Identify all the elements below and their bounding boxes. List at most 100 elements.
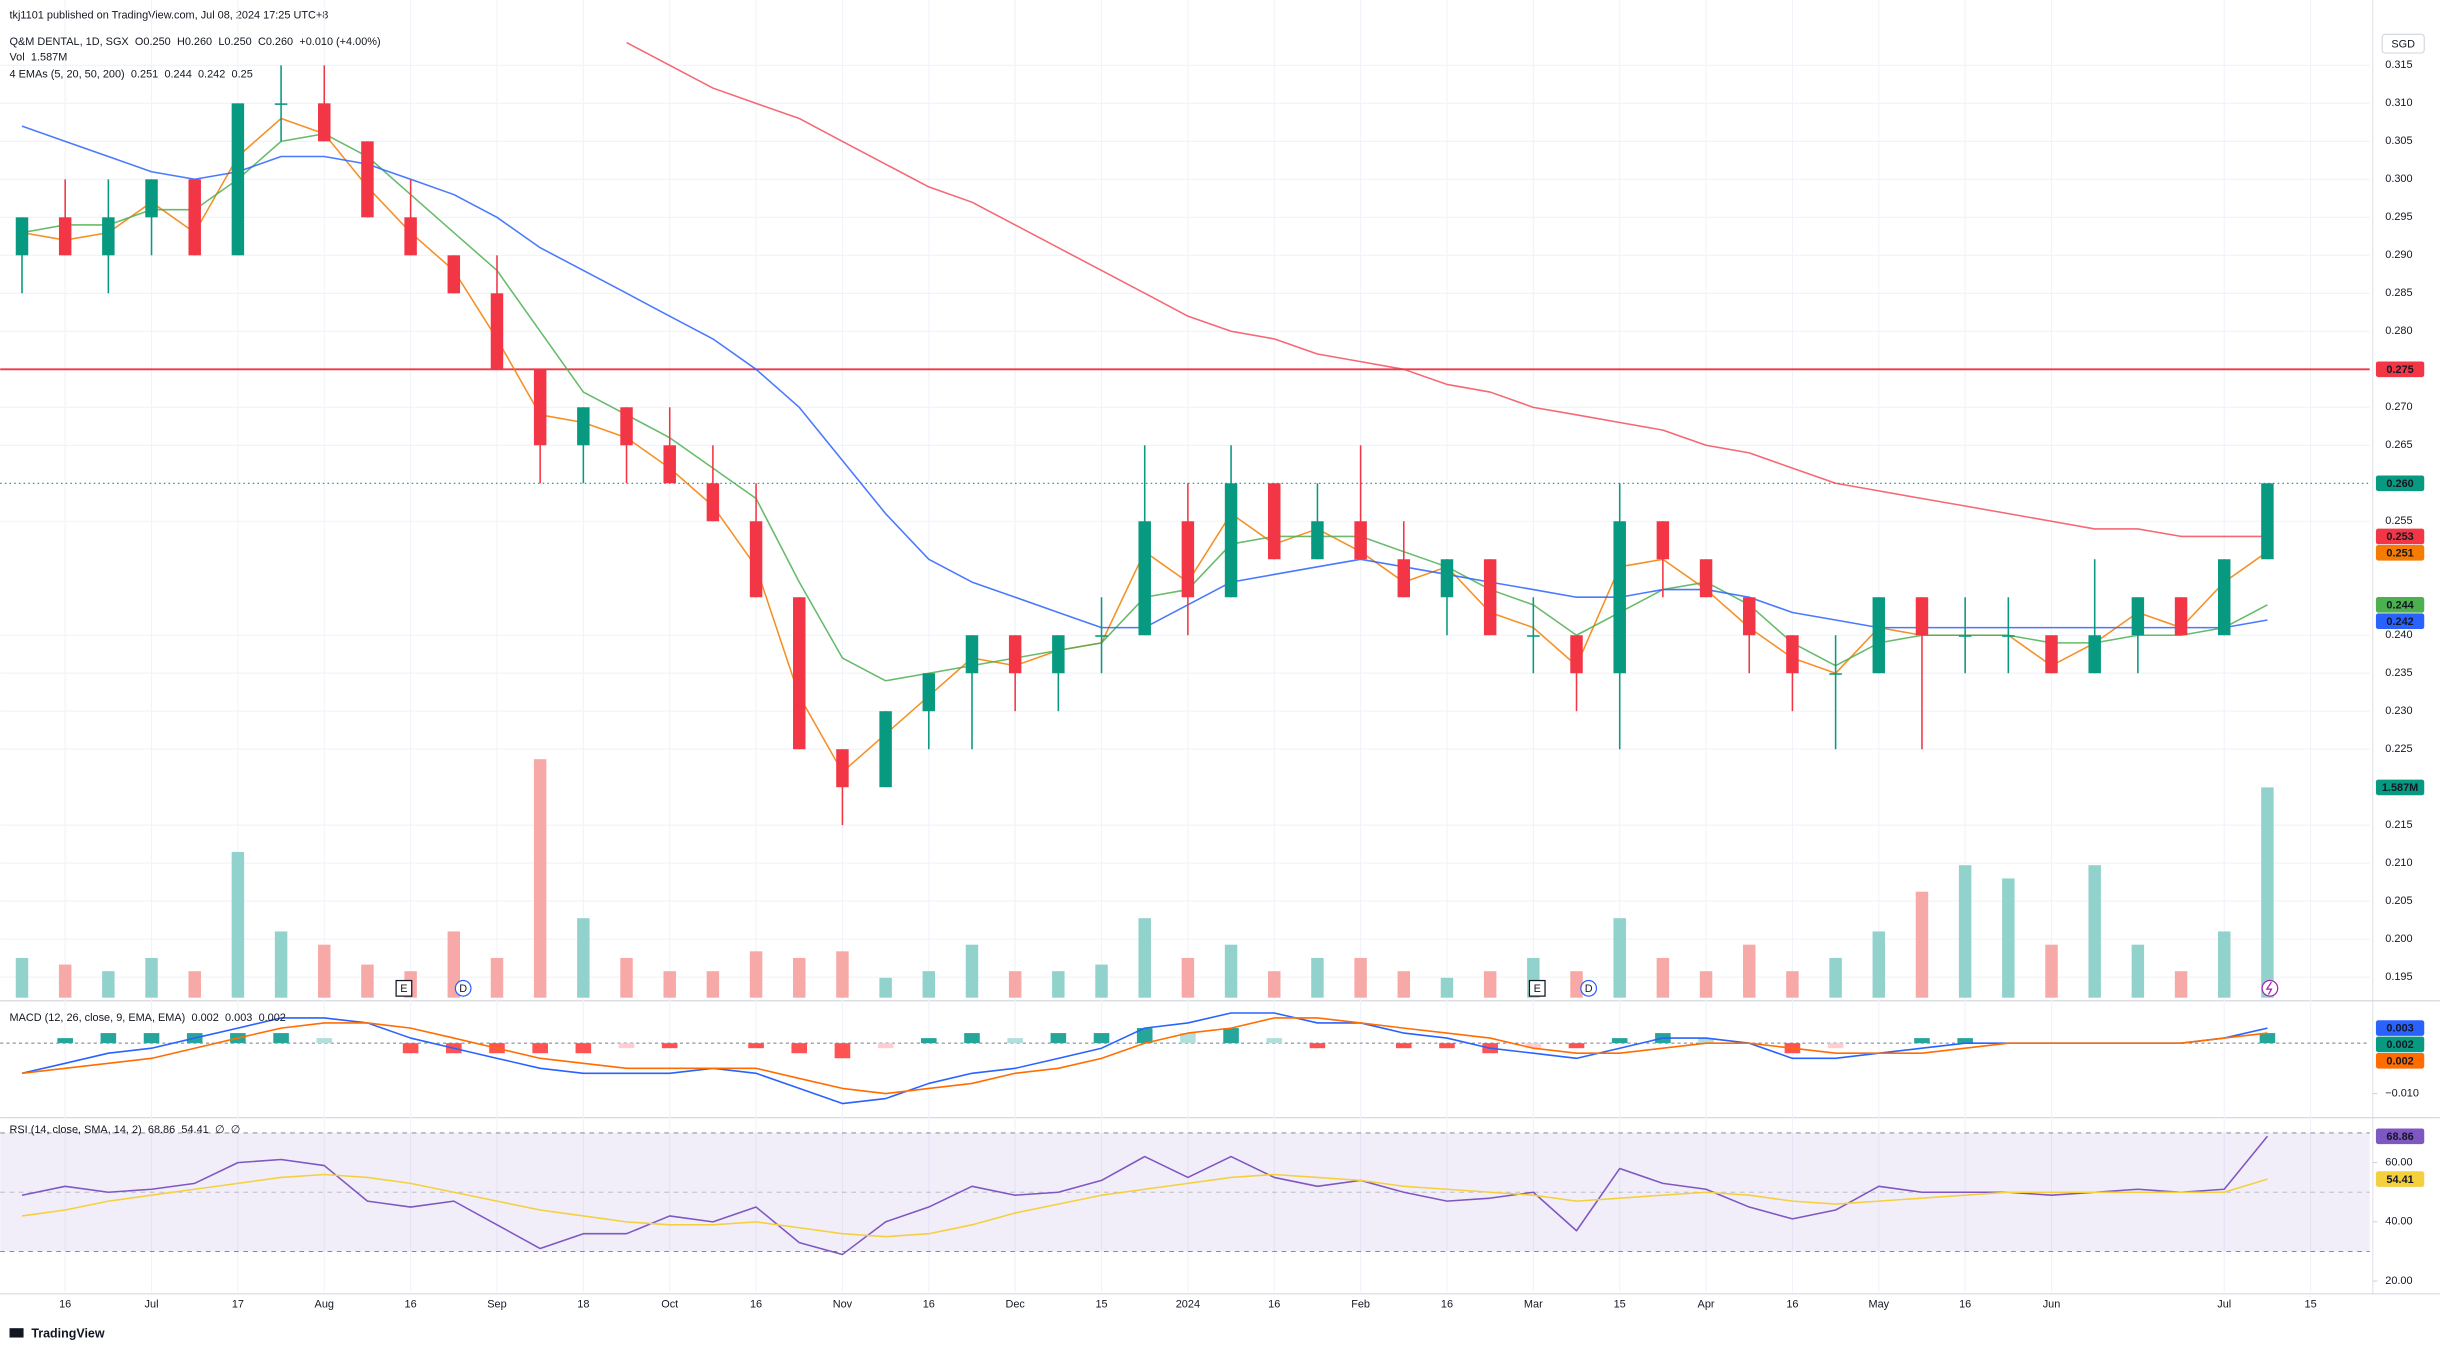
volume-bar (706, 971, 720, 998)
volume-bar (1958, 865, 1972, 998)
ema-line (626, 41, 2268, 538)
volume-bar (361, 964, 374, 998)
y-tick-label: 0.200 (2385, 933, 2412, 945)
volume-bar (577, 918, 590, 998)
histogram-bar (1007, 1038, 1023, 1044)
candle-body (577, 407, 590, 446)
legend-text: Vol (10, 52, 25, 64)
histogram-bar (1611, 1038, 1628, 1044)
rsi-line (21, 1135, 2269, 1256)
y-tick-label: 60.00 (2385, 1156, 2412, 1168)
histogram-bar (877, 1043, 894, 1049)
volume-bar (922, 971, 936, 998)
candle-body (1915, 597, 1929, 636)
value-badge (2375, 1052, 2425, 1069)
candle-body (2174, 597, 2188, 636)
y-tick-label: 0.300 (2385, 173, 2412, 185)
value-badge-label: 0.003 (2386, 1023, 2413, 1035)
candle-body (965, 635, 979, 674)
y-tick-label: 0.235 (2385, 667, 2412, 679)
candle-body (2131, 597, 2145, 636)
histogram-bar (1093, 1033, 1110, 1044)
value-badge-label: 0.002 (2386, 1055, 2413, 1067)
volume-bar (836, 951, 849, 998)
x-tick-label: Dec (1005, 1299, 1025, 1311)
histogram-bar (618, 1043, 635, 1049)
y-tick-label: 0.310 (2385, 97, 2412, 109)
event-marker (454, 979, 472, 997)
x-tick-label: Nov (833, 1299, 853, 1311)
value-badge-label: 0.251 (2386, 547, 2413, 559)
candle-body (361, 141, 374, 218)
x-tick-label: 16 (59, 1299, 71, 1311)
volume-bar (1829, 957, 1842, 998)
legend-text: L0.250 (218, 36, 251, 48)
candle-body (1958, 635, 1972, 637)
volume-bar (1181, 957, 1195, 998)
histogram-bar (661, 1043, 678, 1049)
legend-text: ∅ (215, 1124, 225, 1136)
volume-bar (1743, 944, 1756, 998)
candle-body (447, 255, 461, 294)
candle-body (274, 103, 288, 105)
volume-bar (1570, 971, 1583, 998)
histogram-bar (2259, 1033, 2276, 1044)
candle-body (318, 103, 331, 142)
histogram-bar (1439, 1043, 1455, 1049)
histogram-bar (748, 1043, 764, 1049)
candle-body (836, 749, 849, 788)
candle-body (1829, 673, 1842, 675)
value-badge (2375, 1036, 2425, 1053)
histogram-bar (1180, 1033, 1196, 1044)
candle-body (1095, 635, 1108, 637)
x-tick-label: 18 (577, 1299, 589, 1311)
histogram-bar (1568, 1043, 1585, 1049)
alert-marker (2261, 979, 2279, 997)
volume-bar (231, 851, 245, 998)
candle-body (231, 103, 245, 256)
value-badge (2375, 1020, 2425, 1036)
currency-box[interactable] (2381, 33, 2425, 54)
x-tick-label: 2024 (1176, 1299, 1200, 1311)
candle-body (1224, 483, 1238, 598)
candle-body (1311, 521, 1324, 560)
x-tick-label: Jul (145, 1299, 159, 1311)
price-line-badge (2375, 361, 2425, 378)
price-line-label: 0.260 (2386, 478, 2413, 490)
event-marker (395, 979, 413, 997)
y-tick-label: 0.195 (2385, 971, 2412, 983)
volume-bar (1224, 944, 1238, 998)
candle-body (922, 673, 936, 712)
candle-body (533, 369, 547, 446)
candle-body (1138, 521, 1151, 636)
macd-line (21, 1017, 2268, 1095)
y-tick-label: 0.285 (2385, 287, 2412, 299)
y-tick-label: 0.255 (2385, 515, 2412, 527)
x-tick-label: 16 (1441, 1299, 1453, 1311)
y-tick-label: 20.00 (2385, 1275, 2412, 1287)
legend-text: +0.010 (+4.00%) (299, 36, 380, 48)
event-marker (1580, 979, 1598, 997)
histogram-bar (143, 1033, 160, 1044)
price-line-badge (2375, 475, 2425, 492)
y-tick-label: 0.210 (2385, 857, 2412, 869)
volume-bar (490, 957, 504, 998)
histogram-bar (1309, 1043, 1326, 1049)
x-tick-label: Apr (1698, 1299, 1715, 1311)
candle-body (2088, 635, 2101, 674)
x-tick-label: 16 (1959, 1299, 1971, 1311)
volume-bar (533, 759, 547, 998)
histogram-bar (1914, 1038, 1930, 1044)
histogram-bar (834, 1043, 851, 1059)
candle-body (1440, 559, 1454, 598)
legend-text: 1.587M (31, 52, 67, 64)
histogram-bar (1223, 1028, 1239, 1044)
logo-mark (9, 1328, 24, 1338)
legend-text: 0.003 (225, 1012, 252, 1024)
y-tick-label: 0.290 (2385, 249, 2412, 261)
y-tick-label: 0.215 (2385, 819, 2412, 831)
volume-bar (15, 957, 29, 998)
legend-text: 0.244 (164, 69, 191, 81)
x-tick-label: Sep (487, 1299, 506, 1311)
candle-body (1483, 559, 1497, 636)
